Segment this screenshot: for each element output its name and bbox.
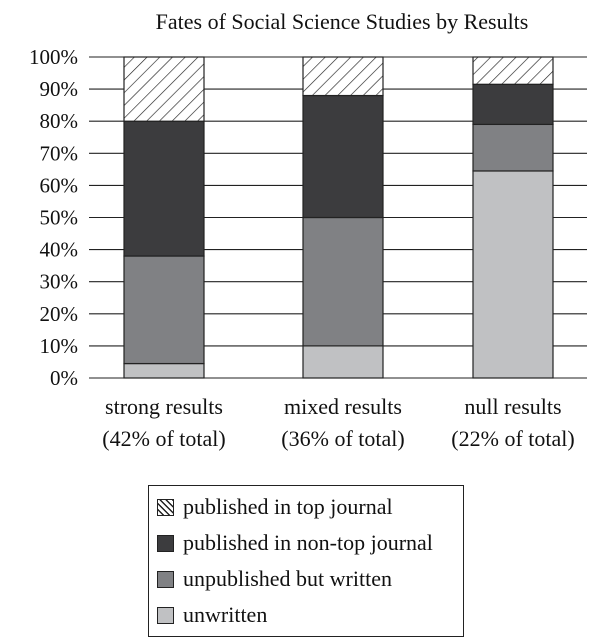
y-tick-label: 30% bbox=[40, 270, 79, 294]
y-tick-label: 40% bbox=[40, 238, 79, 262]
legend-label-non-top-journal: published in non-top journal bbox=[183, 530, 433, 555]
x-category-sublabel: (36% of total) bbox=[281, 426, 404, 451]
bar-segment-published-in-non-top-journal bbox=[472, 83, 554, 126]
stacked-bar-chart: Fates of Social Science Studies by Resul… bbox=[29, 9, 587, 451]
legend-label-unwritten: unwritten bbox=[183, 602, 268, 627]
legend-item-top-journal: published in top journal bbox=[157, 492, 393, 522]
legend-item-non-top-journal: published in non-top journal bbox=[157, 528, 433, 558]
bar-segment-unwritten bbox=[472, 170, 554, 379]
bar-segment-published-in-top-journal bbox=[302, 56, 384, 97]
chart-title: Fates of Social Science Studies by Resul… bbox=[156, 9, 529, 34]
x-category-label: mixed results bbox=[284, 394, 402, 419]
x-category-label: null results bbox=[464, 394, 561, 419]
x-category-label: strong results bbox=[105, 394, 223, 419]
legend-label-unpublished: unpublished but written bbox=[183, 566, 392, 591]
legend-item-unwritten: unwritten bbox=[157, 600, 267, 630]
y-tick-label: 60% bbox=[40, 173, 79, 197]
y-tick-label: 50% bbox=[40, 206, 79, 230]
legend-item-unpublished: unpublished but written bbox=[157, 564, 392, 594]
dark-swatch-icon bbox=[157, 534, 174, 552]
bar-segment-published-in-top-journal bbox=[123, 56, 205, 122]
y-tick-label: 80% bbox=[40, 109, 79, 133]
y-tick-label: 100% bbox=[29, 45, 78, 69]
bar-segment-unpublished-but-written bbox=[302, 216, 384, 347]
y-tick-label: 70% bbox=[40, 141, 79, 165]
bar-segment-unwritten bbox=[302, 345, 384, 379]
legend: published in top journal published in no… bbox=[148, 485, 464, 637]
hatched-swatch-icon bbox=[157, 498, 174, 516]
y-tick-label: 10% bbox=[40, 334, 79, 358]
y-tick-label: 20% bbox=[40, 302, 79, 326]
medium-swatch-icon bbox=[157, 570, 174, 588]
y-tick-label: 90% bbox=[40, 77, 79, 101]
bar-segment-published-in-non-top-journal bbox=[123, 120, 205, 257]
bar-segment-published-in-top-journal bbox=[472, 56, 554, 85]
bar-segment-unpublished-but-written bbox=[472, 123, 554, 172]
bar-segment-unwritten bbox=[123, 362, 205, 379]
bar-segment-unpublished-but-written bbox=[123, 255, 205, 365]
y-axis-tick-labels: 0% 10% 20% 30% 40% 50% 60% 70% 80% 90% 100% bbox=[29, 45, 78, 390]
x-category-sublabel: (22% of total) bbox=[451, 426, 574, 451]
x-category-sublabel: (42% of total) bbox=[102, 426, 225, 451]
x-axis-category-labels: strong results (42% of total) mixed result… bbox=[102, 394, 574, 451]
bar-stacks bbox=[123, 56, 554, 379]
y-tick-label: 0% bbox=[50, 366, 78, 390]
light-swatch-icon bbox=[157, 606, 174, 624]
bar-segment-published-in-non-top-journal bbox=[302, 94, 384, 219]
legend-label-top-journal: published in top journal bbox=[183, 494, 393, 519]
